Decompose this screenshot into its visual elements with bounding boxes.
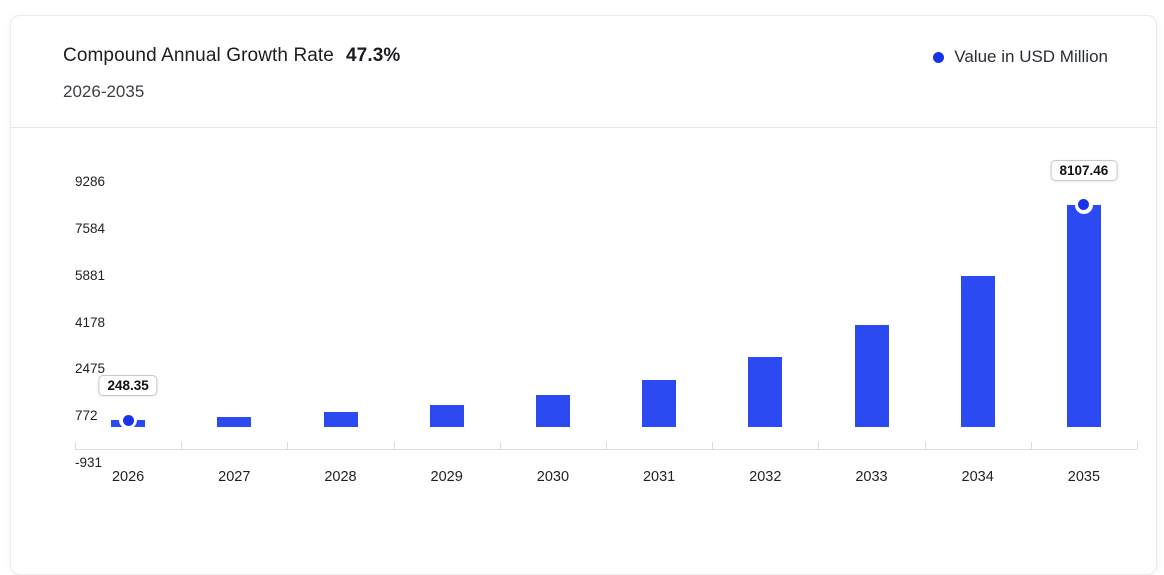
x-axis-label-2026: 2026 bbox=[111, 469, 145, 485]
legend-dot-icon bbox=[933, 51, 945, 63]
x-axis-label-2032: 2032 bbox=[749, 469, 782, 485]
y-axis-label: 4178 bbox=[75, 314, 106, 330]
y-axis-label: 5881 bbox=[75, 267, 106, 283]
axis-tick bbox=[712, 442, 714, 449]
bar-2031[interactable] bbox=[642, 379, 677, 427]
bar-2028[interactable] bbox=[323, 412, 358, 427]
y-axis-label: 2475 bbox=[75, 361, 106, 377]
bar-2029[interactable] bbox=[429, 405, 464, 427]
bar-2030[interactable] bbox=[535, 394, 570, 427]
value-tooltip-2035: 8107.46 bbox=[1050, 159, 1118, 181]
x-axis-label-2033: 2033 bbox=[855, 469, 888, 485]
axis-tick bbox=[181, 442, 183, 449]
bar-2027[interactable] bbox=[217, 416, 252, 427]
axis-tick bbox=[1030, 442, 1032, 449]
cagr-value: 47.3% bbox=[345, 45, 401, 66]
page-title: Compound Annual Growth Rate 47.3% bbox=[63, 45, 400, 67]
value-tooltip-2026: 248.35 bbox=[98, 375, 158, 397]
x-axis-label-2028: 2028 bbox=[324, 469, 357, 485]
legend-label: Value in USD Million bbox=[954, 47, 1108, 66]
y-axis-label: 7584 bbox=[75, 221, 106, 237]
y-axis-label: 9286 bbox=[75, 174, 106, 190]
data-point-marker[interactable] bbox=[1078, 199, 1090, 211]
x-axis-label-2035: 2035 bbox=[1067, 469, 1101, 485]
chart-card: Compound Annual Growth Rate 47.3% Value i… bbox=[10, 15, 1157, 575]
axis-tick bbox=[393, 442, 395, 449]
axis-tick bbox=[924, 442, 926, 449]
title-text: Compound Annual Growth Rate bbox=[63, 45, 334, 66]
bar-2035[interactable] bbox=[1066, 204, 1101, 427]
y-axis-label: 772 bbox=[75, 408, 98, 423]
bar-chart: 9286 7584 5881 4178 2475 772 -931 2026 2027 2028 2… bbox=[11, 128, 1156, 510]
x-axis-line bbox=[75, 449, 1137, 450]
axis-tick bbox=[1137, 442, 1138, 449]
bar-2033[interactable] bbox=[854, 324, 889, 427]
axis-tick bbox=[606, 442, 607, 449]
x-axis-label-2027: 2027 bbox=[218, 469, 251, 485]
bar-2034[interactable] bbox=[960, 276, 995, 427]
bar-2032[interactable] bbox=[748, 357, 783, 427]
axis-tick bbox=[287, 442, 289, 449]
axis-tick bbox=[818, 442, 820, 449]
y-axis-label: -931 bbox=[75, 454, 103, 470]
axis-tick bbox=[499, 442, 501, 449]
chart-header: Compound Annual Growth Rate 47.3% Value i… bbox=[11, 16, 1156, 102]
x-axis-label-2030: 2030 bbox=[536, 469, 570, 485]
chart-subtitle: 2026-2035 bbox=[63, 82, 145, 101]
header-divider bbox=[11, 127, 1156, 128]
legend-item[interactable]: Value in USD Million bbox=[933, 47, 1108, 67]
x-axis-label-2031: 2031 bbox=[642, 469, 676, 485]
x-axis-label-2029: 2029 bbox=[430, 469, 463, 485]
x-axis-label-2034: 2034 bbox=[961, 469, 994, 485]
data-point-marker[interactable] bbox=[122, 414, 134, 426]
axis-tick bbox=[75, 442, 76, 449]
